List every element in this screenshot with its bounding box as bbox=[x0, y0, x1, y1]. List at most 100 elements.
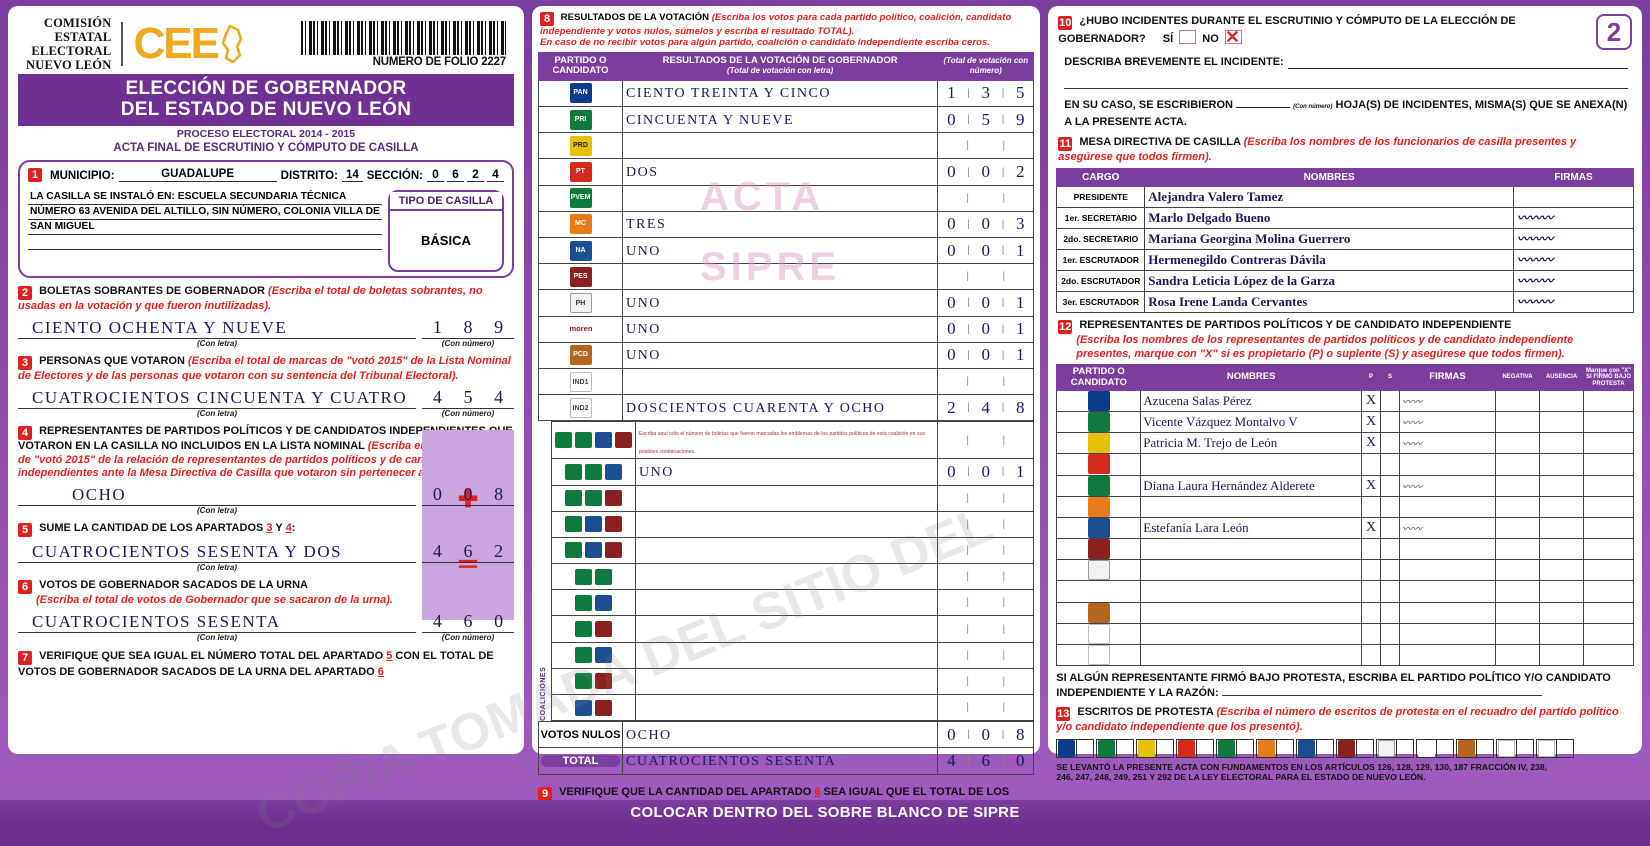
votos-nulos-letra[interactable]: OCHO bbox=[621, 721, 939, 749]
total-numero[interactable]: 4 | 6 | 0 bbox=[937, 747, 1035, 775]
seccion-digit-2[interactable]: 6 bbox=[447, 167, 464, 183]
rep-s-cell[interactable] bbox=[1380, 453, 1400, 476]
rep-p-cell[interactable]: X bbox=[1361, 474, 1381, 497]
protest-box[interactable] bbox=[1456, 738, 1495, 758]
rep-firma-cell[interactable] bbox=[1399, 538, 1496, 561]
section-5-numero-field[interactable]: 4 6 2 bbox=[422, 541, 514, 563]
coalition-letra-cell[interactable] bbox=[634, 510, 939, 538]
rep-nombre-cell[interactable] bbox=[1140, 622, 1362, 646]
protest-box[interactable] bbox=[1376, 738, 1415, 758]
protest-count-input[interactable] bbox=[1516, 739, 1533, 757]
rep-negativa-cell[interactable] bbox=[1495, 516, 1540, 540]
rep-ausencia-cell[interactable] bbox=[1539, 559, 1584, 582]
vote-letra-cell[interactable] bbox=[621, 367, 939, 396]
rep-nombre-cell[interactable]: Patricia M. Trejo de León bbox=[1140, 432, 1362, 455]
coalition-letra-cell[interactable] bbox=[634, 667, 939, 696]
vote-letra-cell[interactable]: UNO bbox=[621, 315, 939, 343]
protest-box[interactable] bbox=[1296, 738, 1335, 758]
vote-letra-cell[interactable]: TRES bbox=[621, 210, 939, 239]
rep-p-cell[interactable] bbox=[1361, 622, 1381, 646]
vote-numero-cell[interactable]: 0 | 0 | 1 bbox=[937, 341, 1035, 369]
section-3-letra-field[interactable]: CUATROCIENTOS CINCUENTA Y CUATRO bbox=[18, 388, 416, 410]
protest-count-input[interactable] bbox=[1076, 739, 1093, 757]
protest-count-input[interactable] bbox=[1436, 739, 1453, 757]
si-checkbox[interactable] bbox=[1179, 30, 1197, 44]
rep-p-cell[interactable]: X bbox=[1361, 432, 1381, 455]
mesa-nombre[interactable]: Rosa Irene Landa Cervantes bbox=[1144, 290, 1514, 313]
vote-numero-cell[interactable]: 0 | 0 | 1 bbox=[937, 236, 1035, 265]
section-3-numero-field[interactable]: 4 5 4 bbox=[422, 387, 514, 410]
seccion-digit-4[interactable]: 4 bbox=[487, 167, 504, 183]
rep-ausencia-cell[interactable] bbox=[1539, 410, 1584, 434]
mesa-nombre[interactable]: Marlo Delgado Bueno bbox=[1144, 206, 1514, 229]
mesa-firma[interactable] bbox=[1513, 185, 1634, 208]
coalition-letra-cell[interactable] bbox=[634, 536, 939, 565]
rep-protesta-cell[interactable] bbox=[1583, 474, 1634, 497]
address-line-2[interactable]: NÚMERO 63 AVENIDA DEL ALTILLO, SIN NÚMER… bbox=[28, 205, 382, 221]
coalition-letra-cell[interactable] bbox=[634, 484, 939, 512]
mesa-firma[interactable]: 〰〰〰 bbox=[1513, 248, 1634, 271]
rep-nombre-cell[interactable] bbox=[1140, 601, 1362, 624]
coalition-numero-cell[interactable]: | | bbox=[937, 510, 1035, 538]
rep-p-cell[interactable] bbox=[1361, 495, 1381, 518]
rep-s-cell[interactable] bbox=[1380, 495, 1400, 518]
vote-letra-cell[interactable]: DOSCIENTOS CUARENTA Y OCHO bbox=[621, 394, 939, 422]
instalo-line[interactable]: LA CASILLA SE INSTALÓ EN: ESCUELA SECUND… bbox=[28, 190, 382, 206]
rep-protesta-cell[interactable] bbox=[1583, 559, 1634, 582]
protest-count-input[interactable] bbox=[1356, 739, 1373, 757]
rep-nombre-cell[interactable]: Azucena Salas Pérez bbox=[1140, 389, 1362, 412]
mesa-nombre[interactable]: Mariana Georgina Molina Guerrero bbox=[1144, 227, 1514, 250]
rep-negativa-cell[interactable] bbox=[1495, 432, 1540, 455]
vote-letra-cell[interactable]: DOS bbox=[621, 158, 939, 186]
rep-firma-cell[interactable]: 〰〰 bbox=[1399, 432, 1496, 455]
protest-box[interactable] bbox=[1136, 738, 1175, 758]
rep-s-cell[interactable] bbox=[1380, 410, 1400, 434]
rep-negativa-cell[interactable] bbox=[1495, 410, 1540, 434]
coalition-numero-cell[interactable]: | | bbox=[937, 536, 1035, 565]
address-line-4[interactable] bbox=[28, 235, 382, 251]
protest-box[interactable] bbox=[1256, 738, 1295, 758]
protest-count-input[interactable] bbox=[1116, 739, 1133, 757]
vote-letra-cell[interactable]: CIENTO TREINTA Y CINCO bbox=[621, 79, 939, 108]
rep-p-cell[interactable] bbox=[1361, 453, 1381, 476]
rep-firma-cell[interactable]: 〰〰 bbox=[1399, 516, 1496, 540]
no-checkbox[interactable] bbox=[1224, 25, 1242, 49]
rep-ausencia-cell[interactable] bbox=[1539, 644, 1584, 667]
protest-box[interactable] bbox=[1336, 738, 1375, 758]
rep-p-cell[interactable] bbox=[1361, 601, 1381, 624]
protest-count-input[interactable] bbox=[1396, 739, 1413, 757]
coalition-numero-cell[interactable]: | | bbox=[937, 693, 1035, 722]
rep-nombre-cell[interactable] bbox=[1140, 559, 1362, 582]
rep-s-cell[interactable] bbox=[1380, 622, 1400, 646]
vote-letra-cell[interactable] bbox=[621, 132, 939, 160]
describa-input-2[interactable] bbox=[1064, 76, 1628, 90]
rep-protesta-cell[interactable] bbox=[1583, 410, 1634, 434]
address-line-1[interactable]: ESCUELA SECUNDARIA TÉCNICA bbox=[177, 191, 347, 203]
rep-protesta-cell[interactable] bbox=[1583, 432, 1634, 455]
coalition-letra-cell[interactable] bbox=[634, 589, 939, 617]
section-6-letra-field[interactable]: CUATROCIENTOS SESENTA bbox=[18, 612, 416, 634]
coalition-letra-cell[interactable] bbox=[634, 693, 939, 722]
section-5-letra-field[interactable]: CUATROCIENTOS SESENTA Y DOS bbox=[18, 542, 416, 563]
rep-p-cell[interactable] bbox=[1361, 580, 1381, 603]
vote-numero-cell[interactable]: | | bbox=[937, 184, 1035, 212]
rep-negativa-cell[interactable] bbox=[1495, 644, 1540, 667]
rep-ausencia-cell[interactable] bbox=[1539, 538, 1584, 561]
section-4-numero-field[interactable]: 0 0 8 bbox=[422, 484, 514, 506]
coalition-numero-cell[interactable]: | | bbox=[937, 667, 1035, 696]
coalition-numero-cell[interactable]: | | bbox=[937, 484, 1035, 512]
rep-s-cell[interactable] bbox=[1380, 474, 1400, 497]
vote-letra-cell[interactable]: UNO bbox=[621, 236, 939, 265]
seccion-digits[interactable]: 0 6 2 4 bbox=[427, 167, 504, 183]
vote-numero-cell[interactable]: 0 | 0 | 2 bbox=[937, 158, 1035, 186]
rep-s-cell[interactable] bbox=[1380, 601, 1400, 624]
rep-ausencia-cell[interactable] bbox=[1539, 389, 1584, 412]
rep-p-cell[interactable]: X bbox=[1361, 389, 1381, 412]
rep-ausencia-cell[interactable] bbox=[1539, 516, 1584, 540]
vote-letra-cell[interactable]: UNO bbox=[621, 289, 939, 317]
vote-letra-cell[interactable]: UNO bbox=[621, 341, 939, 369]
seccion-digit-1[interactable]: 0 bbox=[427, 167, 444, 183]
rep-negativa-cell[interactable] bbox=[1495, 474, 1540, 497]
rep-firma-cell[interactable]: 〰〰 bbox=[1399, 389, 1496, 412]
rep-protesta-cell[interactable] bbox=[1583, 622, 1634, 646]
